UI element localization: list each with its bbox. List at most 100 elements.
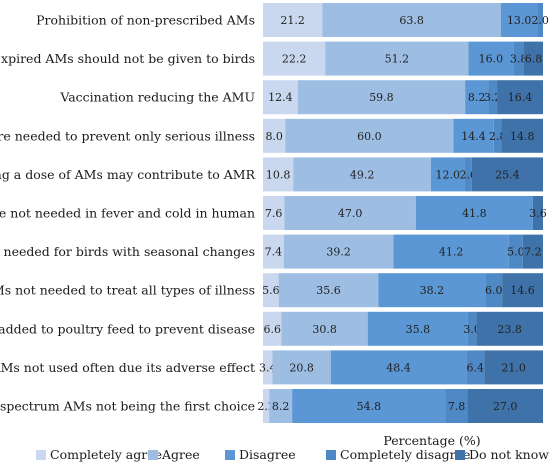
bar-segment-do-not-know <box>522 234 543 269</box>
data-label: 2.0 <box>531 14 549 27</box>
category-label: AM added to poultry feed to prevent dise… <box>0 321 255 336</box>
bar-segment-disagree <box>292 389 446 423</box>
legend-label: Completely disagree <box>340 447 470 462</box>
category-label: Missing a dose of AMs may contribute to … <box>0 167 256 182</box>
bar-segment-completely-agree <box>263 273 279 308</box>
data-label: 14.4 <box>461 130 486 143</box>
category-label: AMs are needed to prevent only serious i… <box>0 128 255 143</box>
bar-segment-agree <box>283 234 394 269</box>
data-label: 5.6 <box>262 284 280 297</box>
bar-segment-disagree <box>468 41 514 76</box>
data-label: 3.6 <box>529 207 547 220</box>
data-label: 30.8 <box>312 323 337 336</box>
data-label: 7.6 <box>265 207 283 220</box>
data-label: 7.4 <box>265 246 283 259</box>
data-label: 51.2 <box>385 53 410 66</box>
data-label: 14.6 <box>510 284 535 297</box>
bar-segment-disagree <box>465 80 489 115</box>
category-label: Board spectrum AMs not being the first c… <box>0 399 255 414</box>
bar-segment-do-not-know <box>523 41 543 76</box>
bar-segment-completely-agree <box>263 118 286 153</box>
bar-segment-agree <box>284 196 416 230</box>
bar-segment-disagree <box>330 350 467 385</box>
bar-segment-completely-disagree <box>445 389 468 423</box>
data-label: 8.2 <box>272 400 290 413</box>
bar-segment-do-not-know <box>476 311 543 346</box>
data-label: 25.4 <box>495 168 520 181</box>
data-label: 35.8 <box>406 323 431 336</box>
bar-segment-completely-disagree <box>466 350 485 385</box>
category-label: AMs not used often due its adverse effec… <box>0 360 255 375</box>
data-label: 12.0 <box>436 168 461 181</box>
bar-segment-completely-agree <box>263 350 273 385</box>
legend-label: Completely agree <box>50 447 162 462</box>
data-label: 8.2 <box>468 91 486 104</box>
legend-swatch <box>455 450 465 460</box>
bar-segment-completely-disagree <box>513 41 524 76</box>
bar-segment-do-not-know <box>532 196 543 230</box>
data-label: 12.4 <box>268 91 293 104</box>
data-label: 41.8 <box>462 207 487 220</box>
legend-label: Do not know <box>469 447 549 462</box>
bar-segment-disagree <box>453 118 494 153</box>
data-label: 39.2 <box>326 246 351 259</box>
data-label: 41.2 <box>439 246 464 259</box>
bar-segment-completely-agree <box>263 41 326 76</box>
data-label: 10.8 <box>266 168 291 181</box>
data-label: 60.0 <box>357 130 382 143</box>
bar-segment-completely-agree <box>263 3 323 37</box>
data-label: 48.4 <box>386 361 411 374</box>
bar-segment-disagree <box>393 234 509 269</box>
data-label: 3.8 <box>510 53 528 66</box>
data-label: 54.8 <box>357 400 382 413</box>
bars-layer: 21.2 63.8 13.0 2.0 22.2 51.2 16.0 3.86.8 12.4 59.… <box>257 3 549 423</box>
bar-segment-do-not-know <box>502 273 543 308</box>
category-label: AMs not needed to treat all types of ill… <box>0 283 255 298</box>
category-label: Expired AMs should not be given to birds <box>0 51 255 66</box>
bar-segment-completely-agree <box>263 196 285 230</box>
bar-segment-do-not-know <box>471 157 543 192</box>
data-label: 6.0 <box>485 284 503 297</box>
bar-segment-do-not-know <box>497 80 543 115</box>
bar-segment-do-not-know <box>467 389 543 423</box>
data-label: 20.8 <box>289 361 314 374</box>
bar-segment-agree <box>325 41 469 76</box>
bar-segment-agree <box>285 118 454 153</box>
data-label: 16.0 <box>479 53 504 66</box>
data-label: 38.2 <box>420 284 445 297</box>
bar-segment-agree <box>297 80 466 115</box>
data-label: 8.0 <box>265 130 283 143</box>
bar-segment-agree <box>293 157 431 192</box>
x-axis-title: Percentage (%) <box>383 433 480 448</box>
category-labels: Prohibition of non-prescribed AMs Expired… <box>0 13 256 414</box>
data-label: 7.2 <box>524 246 542 259</box>
bar-segment-completely-disagree <box>464 157 472 192</box>
data-label: 3.2 <box>484 91 502 104</box>
bar-segment-agree <box>322 3 501 37</box>
category-label: Prohibition of non-prescribed AMs <box>36 13 255 28</box>
bar-segment-disagree <box>378 273 486 308</box>
data-label: 6.4 <box>466 361 484 374</box>
legend-swatch <box>225 450 235 460</box>
data-label: 35.6 <box>316 284 341 297</box>
bar-segment-completely-disagree <box>537 3 543 37</box>
bar-segment-agree <box>278 273 379 308</box>
data-label: 22.2 <box>282 53 307 66</box>
data-label: 47.0 <box>338 207 363 220</box>
data-label: 21.2 <box>280 14 305 27</box>
legend-swatch <box>148 450 158 460</box>
data-label: 7.8 <box>448 400 466 413</box>
bar-segment-completely-disagree <box>493 118 502 153</box>
data-label: 6.6 <box>263 323 281 336</box>
bar-segment-completely-agree <box>263 389 270 423</box>
category-label: Do not needed for birds with seasonal ch… <box>0 244 255 259</box>
data-label: 59.8 <box>369 91 394 104</box>
legend-label: Disagree <box>239 447 296 462</box>
bar-segment-completely-agree <box>263 157 294 192</box>
legend-swatch <box>36 450 46 460</box>
category-label: Vaccination reducing the AMU <box>59 90 255 105</box>
data-label: 3.4 <box>259 361 277 374</box>
bar-segment-do-not-know <box>501 118 543 153</box>
bar-segment-completely-agree <box>263 80 298 115</box>
